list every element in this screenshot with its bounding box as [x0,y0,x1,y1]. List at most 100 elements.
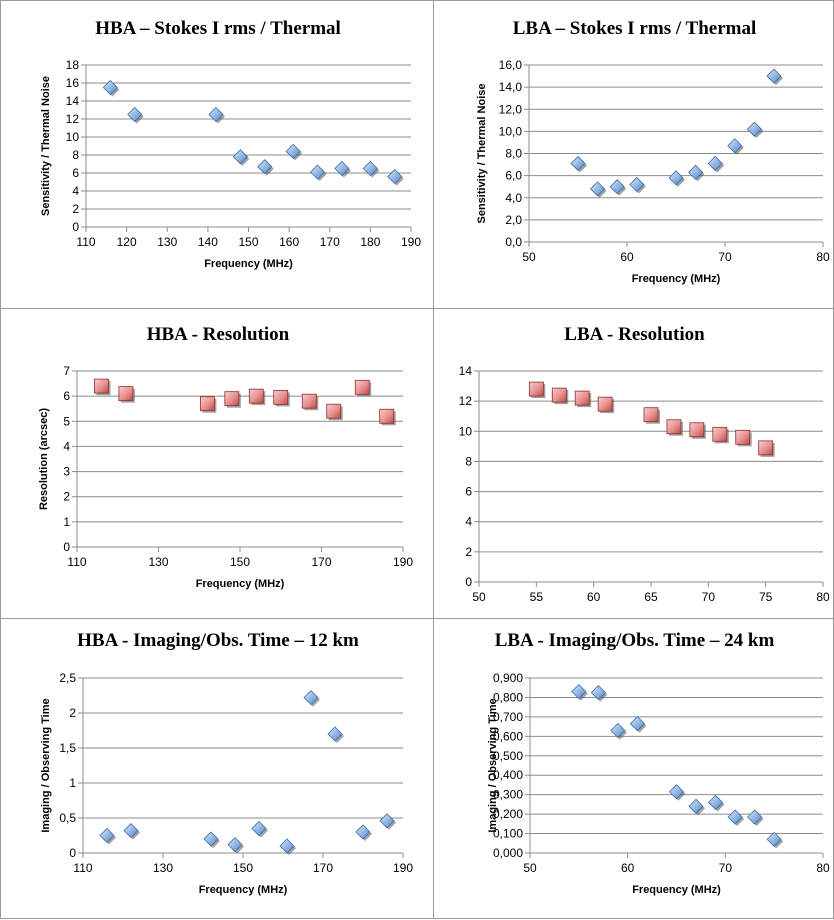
chart-title: LBA - Imaging/Obs. Time – 24 km [495,630,775,651]
x-axis-label: Frequency (MHz) [632,884,721,896]
data-point [668,170,684,186]
data-point [688,798,704,814]
data-point [379,813,395,829]
chart-panel-lba-imaging-time: LBA - Imaging/Obs. Time – 24 km 0,000 0,10… [433,618,834,919]
x-tick-label: 80 [816,250,830,264]
data-point [766,831,782,847]
x-tick-label: 60 [620,250,634,264]
y-axis-label: Resolution (arcsec) [38,408,50,510]
y-tick-label: 8,0 [505,147,522,161]
data-point [609,179,625,195]
y-tick-label: 14 [459,364,473,378]
chart-title: HBA – Stokes I rms / Thermal [95,18,341,39]
y-tick-label: 10,0 [499,124,523,138]
data-point [747,809,763,825]
x-axis-label: Frequency (MHz) [632,273,721,285]
data-point [118,386,134,402]
y-tick-label: 0,000 [493,846,523,860]
y-tick-label: 0,5 [59,811,76,825]
y-tick-label: 2 [465,545,472,559]
y-tick-label: 16 [66,76,80,90]
data-point [285,143,301,159]
chart-svg: HBA – Stokes I rms / Thermal 0 2 4 6 8 10 12 14 1… [40,18,421,270]
x-tick-label: 50 [522,250,536,264]
x-tick-label: 120 [117,235,137,249]
y-tick-label: 4 [465,515,472,529]
data-point [102,79,118,96]
data-point [355,824,371,840]
x-tick-label: 50 [472,590,486,604]
y-tick-label: 14,0 [499,80,523,94]
chart-svg: LBA - Imaging/Obs. Time – 24 km 0,000 0,10… [487,630,830,896]
chart-title: LBA - Resolution [564,324,705,345]
y-tick-label: 2,5 [59,671,76,685]
y-tick-label: 0,500 [493,749,523,763]
x-tick-label: 170 [320,235,340,249]
chart-title: LBA – Stokes I rms / Thermal [513,18,757,39]
y-tick-label: 0 [72,220,79,234]
chart-panel-lba-resolution: LBA - Resolution 0 2 4 6 8 10 12 14 50 55 60 65 70 75 8… [433,308,834,619]
y-tick-label: 2 [69,706,76,720]
data-point [127,106,143,123]
data-point [712,426,728,442]
y-tick-label: 1,5 [59,741,76,755]
x-tick-label: 190 [393,861,413,875]
y-tick-label: 6 [465,485,472,499]
x-axis-label: Frequency (MHz) [204,258,293,270]
y-tick-label: 8 [72,148,79,162]
y-tick-label: 2 [72,202,79,216]
x-tick-label: 190 [393,555,413,569]
data-point [574,390,590,406]
data-point [570,155,586,172]
data-point [571,684,587,700]
x-tick-label: 150 [238,235,258,249]
y-tick-label: 1 [69,776,76,790]
data-point [668,784,685,800]
chart-title: HBA - Imaging/Obs. Time – 12 km [77,630,359,651]
data-point [379,408,395,424]
data-point [227,837,243,853]
data-point [334,160,350,177]
data-point [551,387,567,403]
x-tick-label: 80 [816,861,830,875]
y-tick-label: 16,0 [499,58,523,72]
data-point [232,149,248,165]
y-tick-label: 2 [63,490,70,504]
y-tick-label: 12,0 [499,102,523,116]
y-axis-label: Imaging / Observing Time [487,698,499,832]
y-tick-label: 8 [465,454,472,468]
y-tick-label: 6 [72,166,79,180]
y-tick-label: 0 [63,540,70,554]
x-tick-label: 180 [360,235,380,249]
x-tick-label: 150 [233,861,253,875]
y-tick-label: 0,0 [505,235,522,249]
x-tick-label: 130 [157,235,177,249]
data-point [387,169,403,185]
chart-svg: HBA - Resolution 0 1 2 3 4 5 6 7 110 130 150 170 190 F… [38,324,413,590]
y-axis-label: Imaging / Observing Time [40,698,52,832]
x-tick-label: 150 [230,555,250,569]
x-tick-label: 140 [198,235,218,249]
chart-svg: LBA – Stokes I rms / Thermal 0,0 2,0 4,0 6,0… [476,18,830,285]
x-tick-label: 110 [76,235,95,249]
chart-panel-hba-sensitivity: HBA – Stokes I rms / Thermal 0 2 4 6 8 10 12 14 1… [0,0,434,309]
x-tick-label: 170 [313,861,333,875]
y-tick-label: 12 [459,394,473,408]
data-point [257,159,273,175]
data-point [303,690,319,706]
y-tick-label: 5 [63,414,70,428]
data-point [610,722,626,739]
x-axis-label: Frequency (MHz) [199,884,288,896]
x-tick-label: 75 [759,590,773,604]
y-tick-label: 4 [72,184,79,198]
data-point [590,685,606,701]
y-tick-label: 7 [63,364,70,378]
data-point [746,121,762,137]
chart-panel-hba-imaging-time: HBA - Imaging/Obs. Time – 12 km 0 0,5 1 1,5 2… [0,618,434,919]
x-tick-label: 110 [73,861,92,875]
data-point [362,160,378,177]
x-tick-label: 50 [523,861,537,875]
y-tick-label: 0,200 [493,807,523,821]
data-point [251,820,267,837]
chart-svg: LBA - Resolution 0 2 4 6 8 10 12 14 50 55 60 65 70 75 8… [459,324,830,604]
